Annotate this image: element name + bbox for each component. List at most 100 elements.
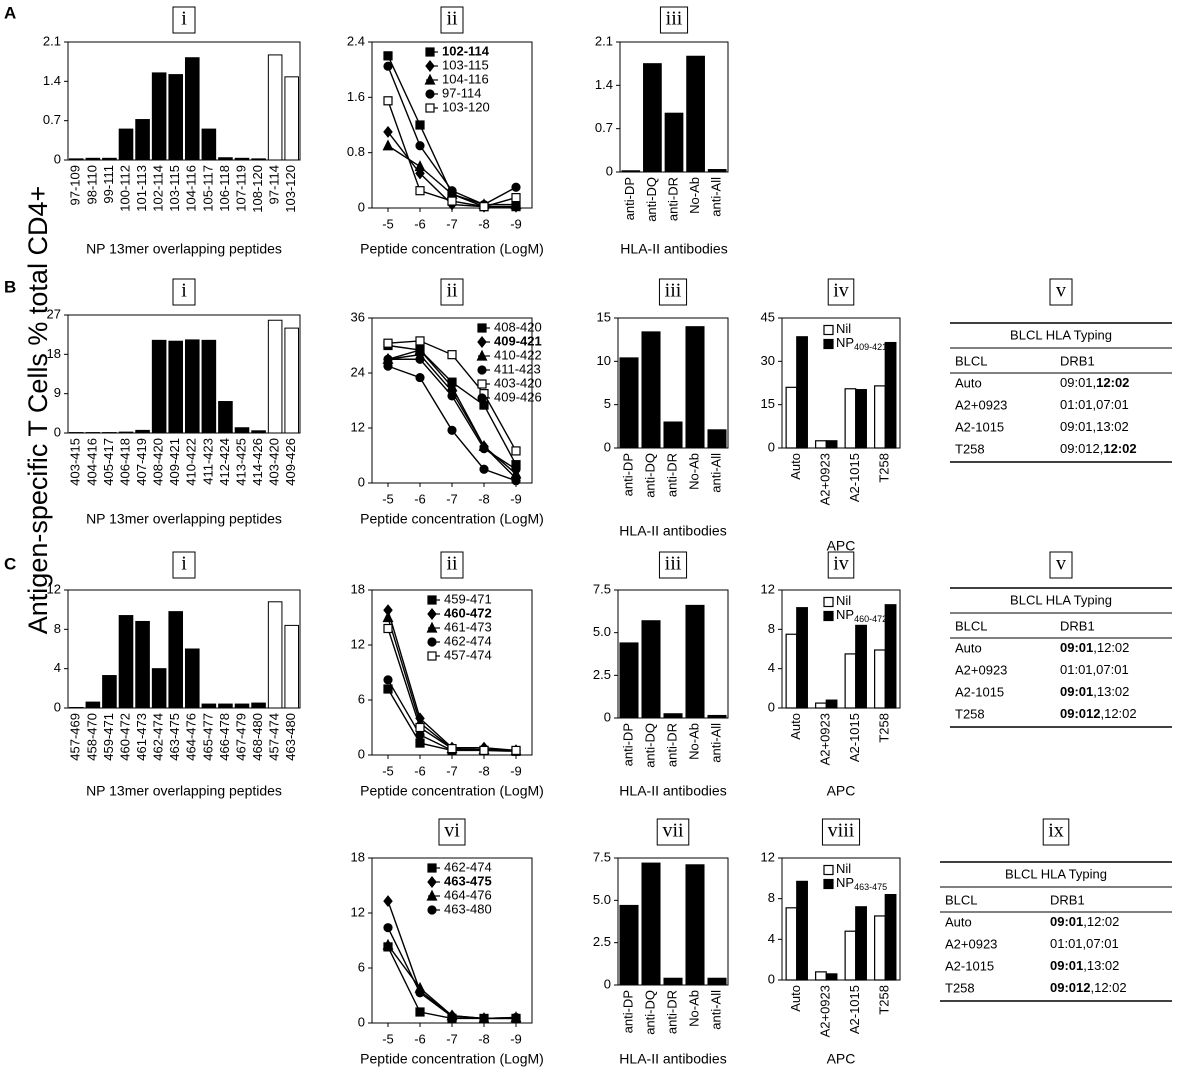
bar — [151, 339, 167, 434]
panel-label-box — [440, 6, 464, 34]
legend-label: Nil — [836, 861, 851, 876]
plot-frame — [781, 857, 901, 981]
table-cell-part: 09:012, — [1060, 441, 1103, 456]
bar — [641, 331, 661, 449]
y-tick-label: 18 — [47, 346, 61, 361]
legend-label: 103-115 — [442, 57, 489, 72]
panel-label: i — [181, 553, 187, 575]
panel-label-box — [659, 6, 689, 34]
marker — [425, 103, 435, 113]
table-cell: A2-1015 — [945, 958, 994, 973]
table-cell-part: 01:01,07:01 — [1050, 936, 1119, 951]
panel-label-box — [658, 551, 688, 579]
y-tick-label: 0 — [606, 163, 613, 178]
panel-label: ii — [446, 8, 458, 30]
marker — [447, 1011, 457, 1022]
legend-label: 102-114 — [442, 43, 490, 58]
marker — [511, 446, 521, 456]
table-cell: T258 — [955, 706, 985, 721]
panel-label-box — [821, 818, 861, 846]
bar — [815, 702, 827, 709]
panel-label-box — [656, 818, 690, 846]
x-tick-label: 459-471 — [101, 713, 116, 761]
table-cell-part: ,13:02 — [1093, 684, 1129, 699]
bar — [641, 862, 661, 986]
bar — [68, 158, 84, 161]
legend-label: 403-420 — [494, 375, 542, 390]
panel-label: iii — [666, 8, 683, 30]
y-tick-label: 2.1 — [595, 33, 613, 48]
panel-label-box — [172, 551, 196, 579]
table-cell-part: ,12:02 — [1093, 640, 1129, 655]
marker — [427, 905, 437, 915]
bar — [284, 624, 300, 709]
bar — [234, 427, 250, 434]
marker — [383, 684, 393, 694]
marker — [447, 391, 457, 401]
bar — [267, 319, 283, 434]
x-axis-label: HLA-II antibodies — [619, 523, 726, 539]
table-cell: A2-1015 — [955, 684, 1004, 699]
panel-label: v — [1056, 280, 1066, 302]
x-axis-label: APC — [827, 538, 856, 554]
marker — [415, 722, 425, 733]
legend-swatch — [823, 878, 834, 890]
x-axis-label: Peptide concentration (LogM) — [360, 241, 544, 257]
bar — [251, 430, 266, 434]
bar — [844, 388, 857, 449]
x-axis-label: APC — [827, 1051, 856, 1067]
x-axis-label: Peptide concentration (LogM) — [360, 783, 544, 799]
panel-label-box — [827, 278, 855, 306]
table-cell-part: ,13:02 — [1083, 958, 1119, 973]
table-cell: 09:01,12:02 — [1060, 640, 1129, 655]
x-tick-label: 411-423 — [200, 438, 215, 485]
marker — [425, 47, 435, 57]
x-tick-label: 414-426 — [250, 438, 265, 486]
y-tick-label: 0 — [604, 709, 611, 724]
y-tick-label: 12 — [47, 581, 61, 596]
panel-label: iv — [833, 553, 849, 575]
y-tick-label: 2.5 — [593, 667, 611, 682]
x-tick-label: 407-419 — [134, 438, 149, 486]
bar — [707, 977, 727, 986]
x-tick-label: anti-DR — [664, 723, 679, 767]
x-tick-label: 465-477 — [200, 713, 215, 761]
x-axis-label: HLA-II antibodies — [619, 1051, 726, 1067]
bar — [874, 385, 886, 449]
marker — [446, 380, 458, 392]
x-tick-label: 457-469 — [68, 713, 83, 761]
panel-label-box — [1042, 818, 1070, 846]
table-cell-part: 09:01 — [1060, 640, 1093, 655]
bar — [621, 170, 641, 173]
marker — [511, 182, 521, 192]
panel-label-box — [440, 278, 464, 306]
panel-label-box — [827, 551, 855, 579]
row-label: C — [4, 554, 16, 573]
row-label: B — [4, 277, 16, 296]
legend-subscript: 463-475 — [854, 882, 887, 892]
marker — [447, 425, 457, 435]
bar — [707, 169, 727, 173]
table-cell-part: ,12:02 — [1083, 914, 1119, 929]
table-header: DRB1 — [1060, 353, 1095, 368]
legend-label: 463-480 — [444, 901, 492, 916]
y-tick-label: 12 — [351, 904, 365, 919]
x-tick-label: 466-478 — [217, 713, 232, 761]
x-tick-label: T258 — [877, 985, 892, 1015]
y-tick-label: 18 — [351, 849, 365, 864]
marker — [424, 73, 436, 85]
marker — [427, 595, 437, 605]
bar — [284, 76, 300, 161]
x-tick-label: anti-DR — [665, 177, 680, 221]
table-cell: 09:01,13:02 — [1050, 958, 1119, 973]
table-cell: A2+0923 — [955, 397, 1007, 412]
y-tick-label: 0 — [54, 699, 61, 714]
bar — [663, 421, 683, 449]
x-tick-label: 408-420 — [151, 438, 166, 486]
table-cell-part: ,12:02 — [1090, 980, 1126, 995]
bar — [135, 429, 150, 434]
bar — [218, 703, 233, 709]
x-axis-label: NP 13mer overlapping peptides — [86, 241, 282, 257]
marker — [415, 141, 425, 151]
legend-subscript: 409-421 — [854, 342, 887, 352]
